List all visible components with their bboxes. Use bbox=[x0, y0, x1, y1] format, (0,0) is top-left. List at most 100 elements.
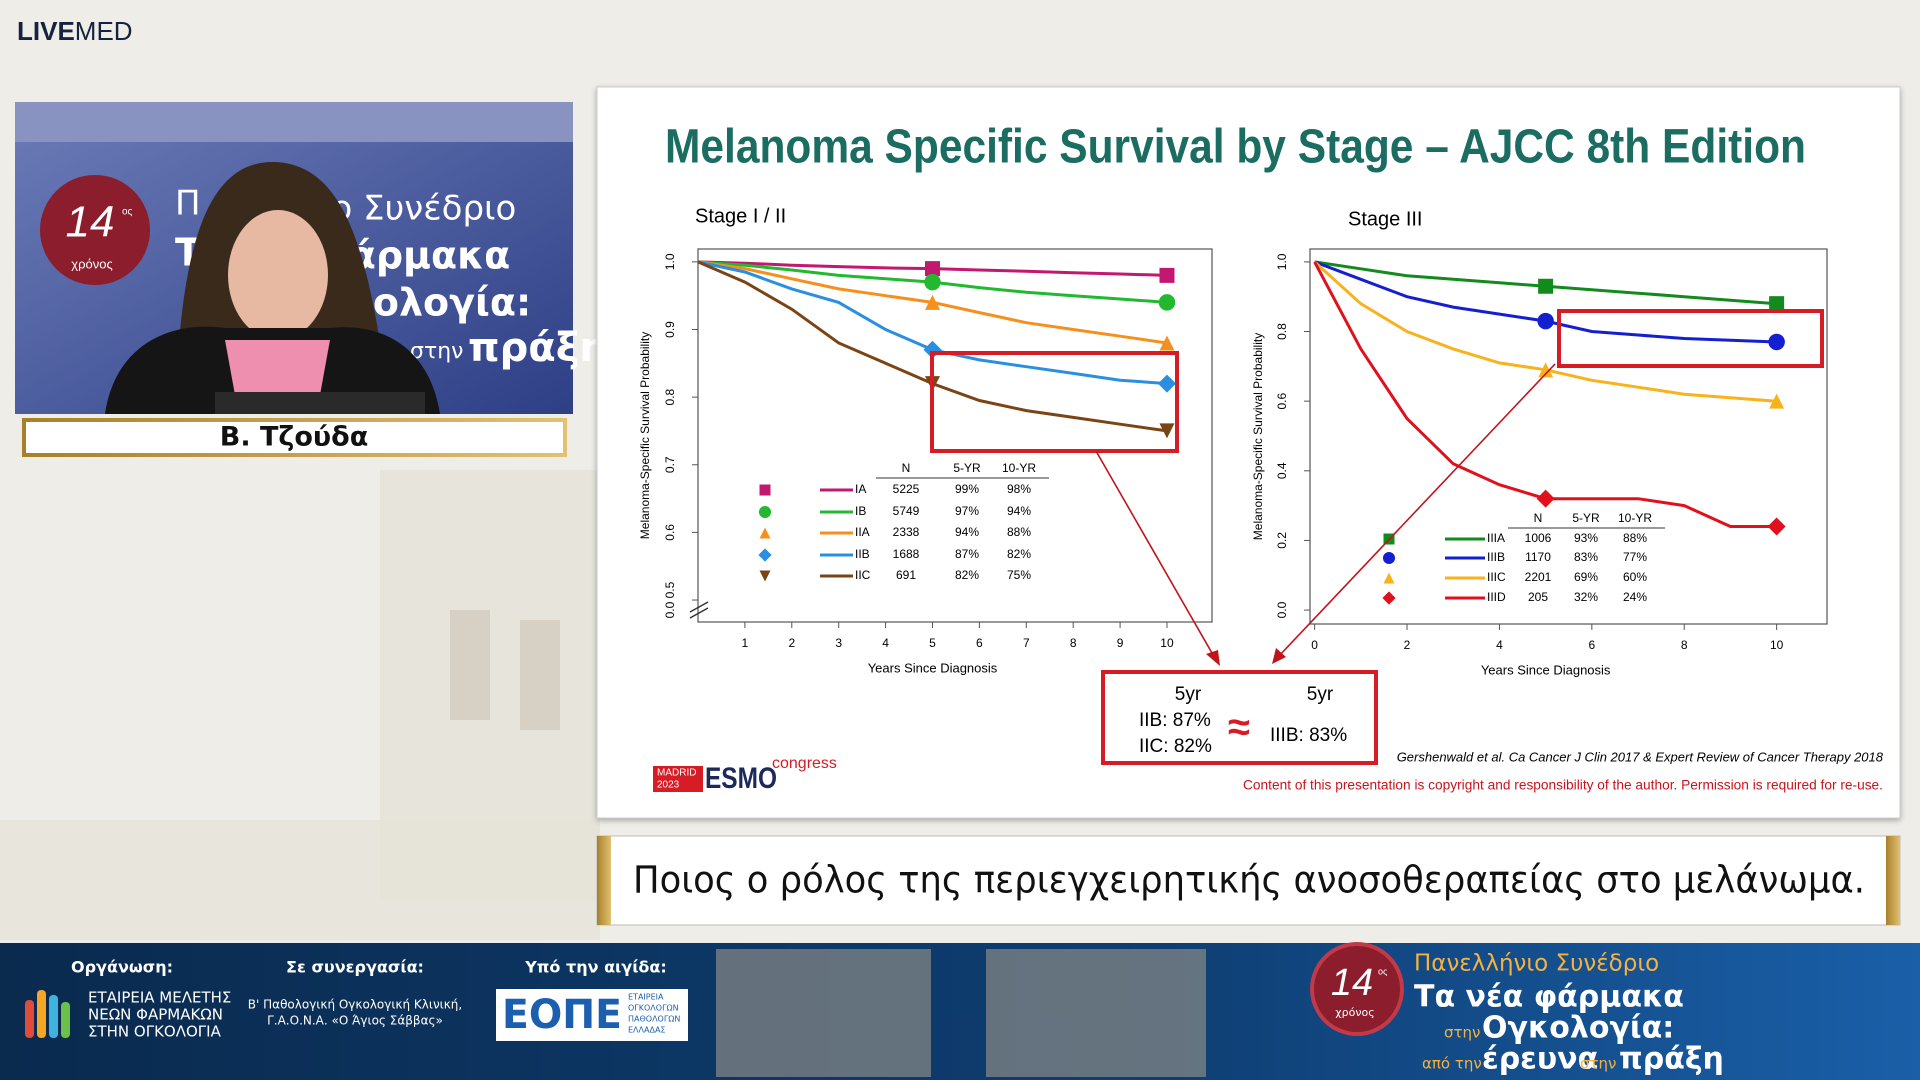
x-tick-label: 3 bbox=[835, 636, 842, 650]
esmo-year: 2023 bbox=[657, 780, 680, 791]
table-cell: 99% bbox=[955, 482, 979, 496]
x-tick-label: 4 bbox=[1496, 638, 1503, 652]
y-axis-label: Melanoma-Specific Survival Probability bbox=[1251, 333, 1265, 540]
marker bbox=[924, 294, 940, 310]
plot-frame bbox=[697, 248, 1213, 623]
eope-line: ΕΤΑΙΡΕΙΑ bbox=[628, 993, 664, 1002]
marker bbox=[759, 527, 771, 539]
table-cell: 77% bbox=[1623, 550, 1647, 564]
table-cell: 97% bbox=[955, 504, 979, 518]
video-seal bbox=[40, 175, 150, 285]
table-cell: 83% bbox=[1574, 550, 1598, 564]
event-small: στην bbox=[1444, 1024, 1480, 1042]
x-tick-label: 0 bbox=[1311, 638, 1318, 652]
legend-label: IB bbox=[855, 504, 866, 518]
x-tick-label: 10 bbox=[1770, 638, 1784, 652]
speaker-top bbox=[225, 340, 330, 395]
legend-label: IIB bbox=[855, 547, 870, 561]
speaker-name: Β. Τζούδα bbox=[220, 422, 369, 453]
marker bbox=[1769, 296, 1785, 312]
podium bbox=[215, 392, 425, 414]
x-tick-label: 2 bbox=[788, 636, 795, 650]
table-cell: 94% bbox=[955, 525, 979, 539]
legend-label: IIIA bbox=[1487, 531, 1505, 545]
footer-label: Υπό την αιγίδα: bbox=[524, 958, 667, 977]
event-small: στην bbox=[1580, 1055, 1616, 1073]
marker bbox=[1767, 517, 1786, 536]
org-line: ΝΕΩΝ ΦΑΡΜΑΚΩΝ bbox=[88, 1006, 223, 1024]
table-cell: 60% bbox=[1623, 570, 1647, 584]
table-header: N bbox=[902, 461, 911, 475]
comparison-head: 5yr bbox=[1307, 684, 1334, 705]
footer-bar bbox=[0, 943, 1920, 1080]
esmo-suffix: congress bbox=[772, 755, 837, 772]
logo: LIVEMED bbox=[17, 16, 133, 46]
video-banner-top bbox=[15, 102, 573, 142]
footer-label: Σε συνεργασία: bbox=[286, 958, 424, 977]
backdrop-window bbox=[450, 610, 490, 720]
legend-label: IIC bbox=[855, 568, 871, 582]
table-cell: 1006 bbox=[1525, 531, 1552, 545]
copyright: Content of this presentation is copyrigh… bbox=[1243, 777, 1883, 793]
arrow-line bbox=[1095, 450, 1217, 661]
x-axis-label: Years Since Diagnosis bbox=[868, 660, 998, 675]
caption-edge bbox=[597, 836, 611, 925]
footer: Οργάνωση: ΕΤΑΙΡΕΙΑ ΜΕΛΕΤΗΣ ΝΕΩΝ ΦΑΡΜΑΚΩΝ… bbox=[0, 942, 1920, 1080]
event-seal-number: 14 bbox=[1331, 962, 1373, 1004]
eope-line: ΕΛΛΑΔΑΣ bbox=[628, 1026, 665, 1035]
table-header: 10-YR bbox=[1618, 511, 1652, 525]
event-line: Πανελλήνιο Συνέδριο bbox=[1414, 951, 1659, 977]
speaker-video: 14 ος χρόνος Π ιο Συνέδριο Τ φάρμακα γκο… bbox=[15, 102, 608, 414]
event-seal-word: χρόνος bbox=[1335, 1006, 1374, 1019]
x-tick-label: 4 bbox=[882, 636, 889, 650]
table-cell: 82% bbox=[1007, 547, 1031, 561]
event-small: από την bbox=[1422, 1055, 1482, 1073]
legend-label: IIA bbox=[855, 525, 870, 539]
table-cell: 75% bbox=[1007, 568, 1031, 582]
citation: Gershenwald et al. Ca Cancer J Clin 2017… bbox=[1397, 749, 1884, 764]
table-header: N bbox=[1534, 511, 1543, 525]
x-axis-label: Years Since Diagnosis bbox=[1481, 662, 1611, 677]
x-tick-label: 2 bbox=[1404, 638, 1411, 652]
logo-bold: LIVE bbox=[17, 16, 75, 46]
video-banner-text: πράξη bbox=[468, 325, 608, 371]
caption-bar bbox=[596, 835, 1901, 926]
marker bbox=[1768, 333, 1785, 351]
marker bbox=[924, 273, 941, 291]
video-seal-number: 14 bbox=[66, 198, 115, 247]
table-cell: 205 bbox=[1528, 590, 1548, 604]
y-tick-label: 1.0 bbox=[1275, 253, 1289, 270]
marker bbox=[1769, 393, 1785, 409]
table-cell: 5225 bbox=[893, 482, 920, 496]
y-tick-label: 0.6 bbox=[663, 524, 677, 541]
panel-title: Stage I / II bbox=[695, 205, 786, 227]
table-cell: 24% bbox=[1623, 590, 1647, 604]
table-cell: 2338 bbox=[893, 525, 920, 539]
partner-line: Β' Παθολογική Ογκολογική Κλινική, bbox=[248, 998, 462, 1012]
eope-line: ΠΑΘΟΛΟΓΩΝ bbox=[628, 1015, 680, 1024]
event-line: Ογκολογία: bbox=[1482, 1011, 1674, 1046]
y-tick-label: 0.7 bbox=[663, 456, 677, 473]
x-tick-label: 7 bbox=[1023, 636, 1030, 650]
x-tick-label: 6 bbox=[1588, 638, 1595, 652]
panel-title: Stage III bbox=[1348, 208, 1423, 230]
table-cell: 32% bbox=[1574, 590, 1598, 604]
table-cell: 98% bbox=[1007, 482, 1031, 496]
x-tick-label: 8 bbox=[1070, 636, 1077, 650]
marker bbox=[1536, 489, 1555, 508]
table-cell: 94% bbox=[1007, 504, 1031, 518]
x-tick-label: 9 bbox=[1117, 636, 1124, 650]
legend-label: IIIC bbox=[1487, 570, 1506, 584]
annotations: 5yr IIB: 87% IIC: 82% ≈ 5yr IIIB: 83% Ge… bbox=[653, 309, 1884, 795]
caption-edge bbox=[1886, 836, 1900, 925]
video-banner-text: Π bbox=[175, 184, 201, 224]
event-line: Τα νέα φάρμακα bbox=[1414, 980, 1684, 1015]
comparison-line: IIIB: 83% bbox=[1270, 725, 1347, 746]
video-seal-word: χρόνος bbox=[71, 256, 112, 271]
comparison-line: IIC: 82% bbox=[1139, 736, 1212, 757]
event-seal bbox=[1310, 942, 1404, 1036]
comparison-head: 5yr bbox=[1175, 684, 1202, 705]
legend-label: IA bbox=[855, 482, 866, 496]
